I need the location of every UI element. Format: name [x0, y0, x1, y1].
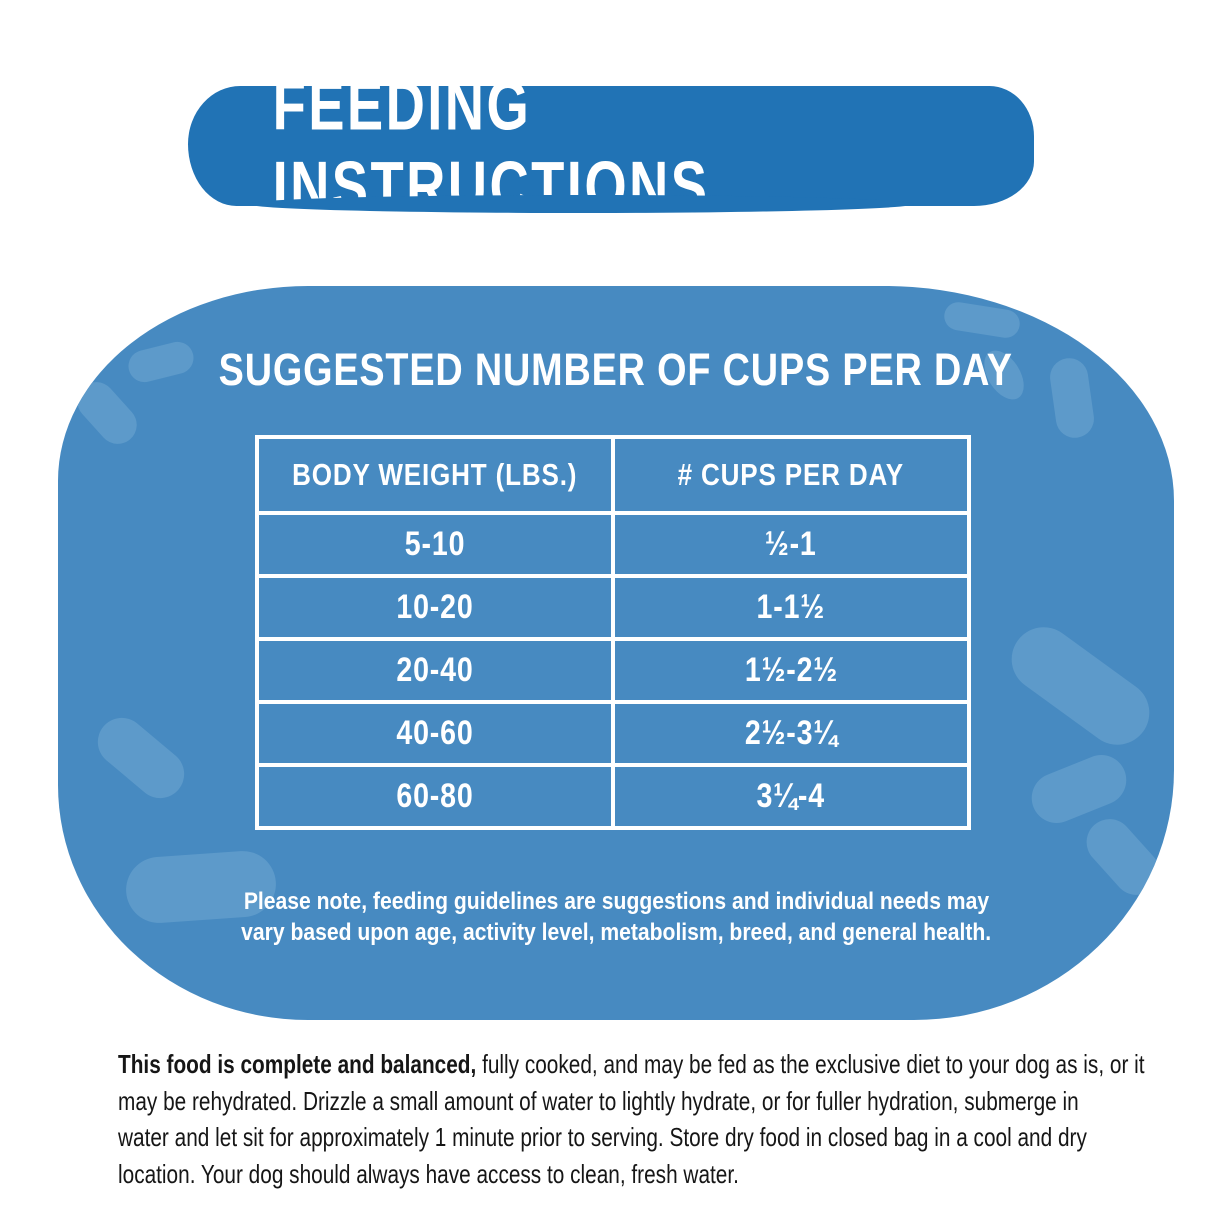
weight-value: 60-80	[396, 777, 474, 815]
cups-value: ½-1	[765, 525, 817, 563]
table-header-row: BODY WEIGHT (LBS.) # CUPS PER DAY	[255, 435, 971, 515]
feeding-banner: FEEDING INSTRUCTIONS	[188, 66, 1034, 226]
guidelines-panel: SUGGESTED NUMBER OF CUPS PER DAY BODY WE…	[58, 286, 1174, 1020]
table-row: 20-40 1½-2½	[255, 637, 971, 704]
footer-bold-lead: This food is complete and balanced,	[118, 1049, 477, 1079]
table-header-cups-text: # CUPS PER DAY	[677, 457, 905, 492]
feeding-table: BODY WEIGHT (LBS.) # CUPS PER DAY 5-10 ½…	[255, 435, 971, 830]
weight-value: 40-60	[396, 714, 474, 752]
cups-value: 1½-2½	[744, 651, 838, 689]
footer-line-4: location. Your dog should always have ac…	[118, 1158, 739, 1189]
decorative-spot	[88, 708, 194, 808]
weight-cell: 20-40	[255, 637, 615, 704]
weight-value: 20-40	[396, 651, 474, 689]
panel-title: SUGGESTED NUMBER OF CUPS PER DAY	[58, 344, 1174, 396]
note-line-1-text: Please note, feeding guidelines are sugg…	[243, 888, 989, 915]
weight-value: 5-10	[404, 525, 466, 563]
weight-cell: 40-60	[255, 700, 615, 767]
weight-cell: 10-20	[255, 574, 615, 641]
cups-cell: 2½-3¼	[611, 700, 971, 767]
feeding-table-head: BODY WEIGHT (LBS.) # CUPS PER DAY	[255, 435, 971, 515]
footer-paragraph: This food is complete and balanced, full…	[118, 1046, 1145, 1192]
weight-value: 10-20	[396, 588, 474, 626]
weight-cell: 60-80	[255, 763, 615, 830]
table-row: 60-80 3¼-4	[255, 763, 971, 830]
banner-title: FEEDING INSTRUCTIONS	[272, 65, 710, 227]
decorative-spot	[998, 614, 1163, 758]
cups-cell: ½-1	[611, 511, 971, 578]
table-header-cups: # CUPS PER DAY	[611, 435, 971, 515]
weight-cell: 5-10	[255, 511, 615, 578]
cups-value: 1-1½	[756, 588, 826, 626]
table-header-weight-text: BODY WEIGHT (LBS.)	[292, 457, 578, 492]
footer-line-1-rest: fully cooked, and may be fed as the excl…	[476, 1049, 1145, 1079]
cups-cell: 1½-2½	[611, 637, 971, 704]
cups-cell: 3¼-4	[611, 763, 971, 830]
note-line-2: vary based upon age, activity level, met…	[58, 917, 1174, 948]
cups-value: 3¼-4	[756, 777, 826, 815]
table-row: 40-60 2½-3¼	[255, 700, 971, 767]
note-line-2-text: vary based upon age, activity level, met…	[240, 919, 992, 946]
table-header-weight: BODY WEIGHT (LBS.)	[255, 435, 615, 515]
table-row: 5-10 ½-1	[255, 511, 971, 578]
footer-line-3: water and let sit for approximately 1 mi…	[118, 1122, 1087, 1152]
footer-line-2: may be rehydrated. Drizzle a small amoun…	[118, 1085, 1079, 1116]
footer-line-1: This food is complete and balanced, full…	[118, 1046, 1145, 1083]
feeding-table-body: 5-10 ½-1 10-20 1-1½ 20-40 1½-2½ 40-60 2½…	[255, 511, 971, 830]
table-row: 10-20 1-1½	[255, 574, 971, 641]
note-text: Please note, feeding guidelines are sugg…	[58, 886, 1174, 948]
decorative-spot	[942, 300, 1022, 340]
panel-title-text: SUGGESTED NUMBER OF CUPS PER DAY	[218, 344, 1014, 395]
note-line-1: Please note, feeding guidelines are sugg…	[58, 886, 1174, 917]
cups-value: 2½-3¼	[744, 714, 838, 752]
cups-cell: 1-1½	[611, 574, 971, 641]
decorative-spot	[1024, 747, 1134, 831]
